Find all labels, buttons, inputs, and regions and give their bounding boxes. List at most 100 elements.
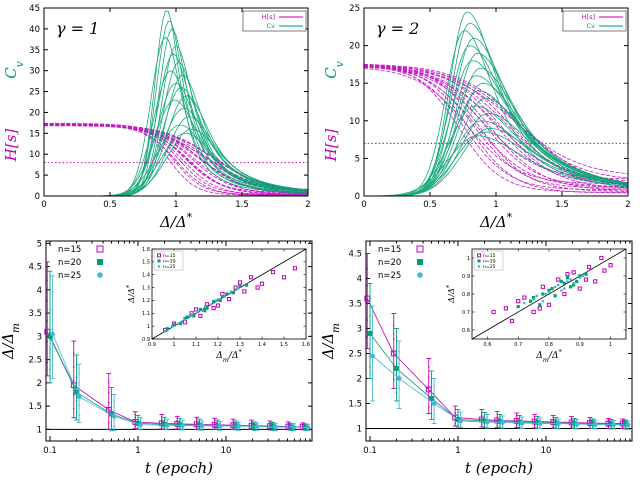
y-tick-label: 40 [29, 25, 40, 35]
sample-dot [49, 348, 51, 351]
entropy-curve [363, 64, 628, 192]
sample-dot [610, 427, 612, 429]
sample-dot [427, 366, 430, 369]
sample-dot [166, 427, 168, 430]
sample-dot [110, 401, 113, 403]
sample-dot [107, 391, 110, 394]
inset-point [201, 309, 204, 313]
sample-dot [46, 299, 49, 302]
sample-dot [539, 426, 541, 428]
sample-dot [113, 412, 115, 415]
specific-heat-curve [44, 70, 309, 197]
sample-dot [499, 425, 501, 428]
inset-legend-marker [477, 259, 481, 263]
inset-legend-label: n=25 [163, 264, 176, 270]
panel-epoch-left: 0.1 1 10 1 1.5 2 2.5 3 3.5 4 4.5 5 n=15 n=20 n=25 Δ/Δm t… [0, 235, 320, 480]
entropy-curve [44, 123, 308, 194]
axis-ticks [46, 241, 312, 441]
sample-dot [134, 416, 136, 419]
inset-x-tick-label: 1.3 [236, 342, 244, 348]
y-tick-label: 0 [355, 192, 360, 202]
y-tick-label: 10 [349, 117, 360, 127]
inset-point [237, 280, 243, 285]
mean-line [52, 333, 309, 428]
specific-heat-curve [364, 30, 629, 197]
sample-dot [110, 424, 113, 426]
data-marker [553, 420, 559, 426]
sample-dot [107, 421, 110, 424]
sample-dot [612, 427, 615, 429]
sample-dot [570, 425, 573, 428]
sample-dot [139, 427, 142, 430]
data-marker [138, 422, 143, 428]
inset-point [532, 296, 536, 300]
y-tick-label: 45 [29, 4, 40, 14]
y-axis-label: Δ/Δm [1, 323, 22, 360]
data-marker [484, 419, 490, 425]
sample-dot [292, 429, 295, 431]
sample-dot [594, 420, 597, 423]
specific-heat-curve [364, 37, 629, 197]
inset-point [575, 279, 579, 283]
inset-legend-label: n=20 [163, 259, 176, 265]
inset-point [190, 313, 193, 316]
y-tick-label: 3 [357, 325, 362, 335]
entropy-curve [44, 123, 308, 195]
entropy-curve [44, 125, 308, 196]
sample-dot [483, 424, 486, 427]
sample-dot [366, 285, 369, 287]
inset-y-axis-label: Δ/Δ* [126, 285, 138, 304]
sample-dot [78, 372, 80, 375]
sample-dot [392, 378, 395, 381]
axis-ticks [43, 7, 309, 197]
inset-x-axis-label: Δm/Δ* [215, 348, 242, 364]
inset-point [535, 294, 538, 298]
data-marker [254, 424, 260, 429]
inset-point [608, 263, 613, 268]
panel-gamma-1: 0 0.5 1 1.5 2 0 5 10 15 20 25 30 35 40 45 γ = 1 Δ/Δ* Cv H[… [0, 0, 320, 235]
inset-point [553, 285, 557, 289]
sample-dot [137, 419, 139, 421]
y-tick-label: 3 [37, 332, 42, 342]
inset-point [192, 314, 196, 318]
entropy-curve [44, 124, 308, 196]
legend-label: n=25 [58, 271, 81, 281]
sample-dot [555, 426, 557, 428]
legend-label: n=25 [378, 271, 401, 281]
sample-dot [486, 415, 488, 418]
data-marker [535, 420, 540, 425]
data-marker [76, 394, 82, 400]
inset-point [581, 274, 585, 278]
identity-line [471, 248, 627, 340]
legend: n=15 n=20 n=25 [378, 245, 424, 281]
sample-dot [486, 425, 488, 428]
inset-point [216, 297, 220, 301]
entropy-curve [44, 124, 309, 190]
inset-x-tick-label: 0.6 [483, 342, 491, 348]
legend-marker [96, 245, 104, 253]
y-tick-label: 10 [29, 150, 40, 160]
inset-point [586, 264, 592, 270]
sample-dot [459, 413, 462, 416]
data-marker [74, 389, 79, 395]
inset-point [203, 305, 207, 309]
inset-point [491, 309, 496, 315]
specific-heat-curve [44, 36, 309, 197]
sample-dot [496, 416, 498, 418]
data-marker [367, 331, 373, 336]
inset-point [560, 289, 563, 292]
data-marker [517, 419, 522, 425]
inset-legend-label: n=25 [483, 264, 496, 270]
entropy-curve [44, 124, 309, 190]
legend-label: H[s] [262, 13, 275, 21]
inset-y-tick-label: 1 [467, 256, 470, 262]
data-marker [236, 423, 241, 429]
sample-dot [46, 279, 49, 281]
y-tick-label: 2.5 [348, 350, 362, 360]
x-tick-label: 0 [361, 200, 366, 210]
x-tick-label: 0.5 [423, 200, 437, 210]
inset-tick-labels: 0.6 0.6 0.7 0.7 0.8 0.8 0.9 0.9 1 1 [462, 256, 612, 348]
